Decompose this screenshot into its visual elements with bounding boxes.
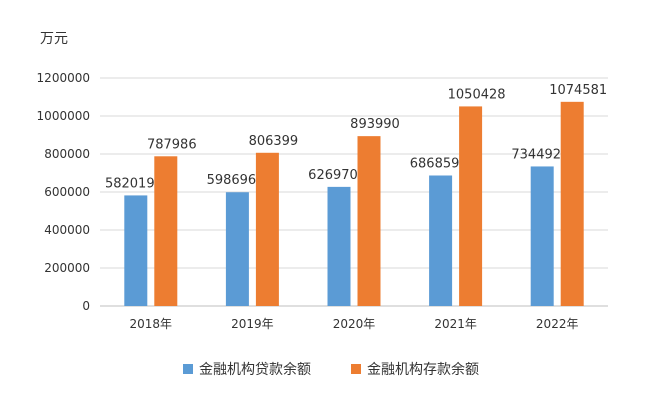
x-tick-label: 2020年 — [333, 317, 376, 331]
data-labels: 582019 787986 598696 806399 626970 893990 6868… — [105, 83, 607, 192]
data-label: 806399 — [249, 134, 299, 149]
bars — [124, 101, 584, 307]
data-label: 582019 — [105, 176, 155, 191]
y-tick-label: 400000 — [44, 223, 90, 237]
data-label: 1050428 — [448, 87, 506, 102]
bar-loan — [225, 192, 249, 306]
bar-loan — [124, 195, 148, 306]
bar-loan — [429, 175, 453, 306]
data-label: 787986 — [147, 137, 197, 152]
data-label: 734492 — [511, 147, 561, 162]
y-tick-label: 600000 — [44, 185, 90, 199]
y-axis-unit-label: 万元 — [40, 31, 68, 47]
x-axis-ticks: 2018年 2019年 2020年 2021年 2022年 — [130, 317, 579, 331]
x-tick-label: 2021年 — [434, 317, 477, 331]
x-tick-label: 2018年 — [130, 317, 173, 331]
y-tick-label: 1200000 — [37, 71, 90, 85]
legend: 金融机构贷款余额 金融机构存款余额 — [183, 361, 479, 378]
gridlines — [100, 77, 608, 307]
bar-deposit — [459, 106, 483, 307]
data-label: 626970 — [308, 168, 358, 183]
data-label: 686859 — [410, 156, 460, 171]
y-axis-ticks: 0 200000 400000 600000 800000 1000000 1200000 — [37, 71, 90, 313]
bar-deposit — [255, 152, 279, 306]
data-label: 893990 — [350, 117, 400, 132]
legend-swatch — [183, 364, 193, 374]
bar-deposit — [154, 156, 178, 306]
y-tick-label: 200000 — [44, 261, 90, 275]
x-tick-label: 2022年 — [536, 317, 579, 331]
data-label: 598696 — [207, 173, 257, 188]
data-label: 1074581 — [549, 83, 607, 98]
legend-swatch — [351, 364, 361, 374]
y-tick-label: 1000000 — [37, 109, 90, 123]
bar-deposit — [560, 101, 584, 306]
legend-label: 金融机构贷款余额 — [199, 361, 311, 378]
bar-loan — [530, 166, 554, 306]
x-tick-label: 2019年 — [231, 317, 274, 331]
bar-deposit — [357, 136, 381, 306]
legend-label: 金融机构存款余额 — [367, 361, 479, 378]
y-tick-label: 800000 — [44, 147, 90, 161]
bar-loan — [327, 186, 351, 306]
y-tick-label: 0 — [82, 299, 90, 313]
